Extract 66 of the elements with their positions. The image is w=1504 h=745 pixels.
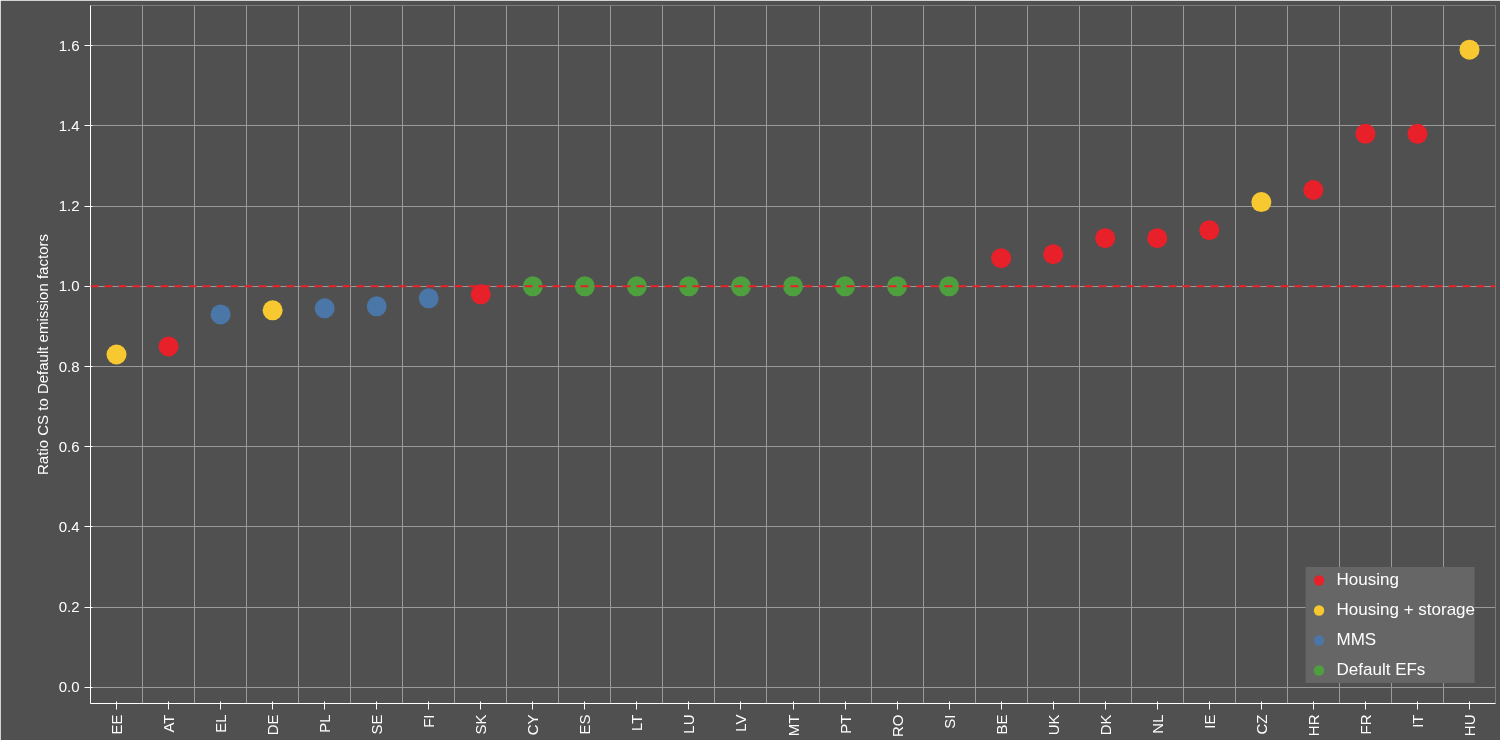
x-tick-label: SI	[940, 714, 958, 729]
point	[1043, 244, 1064, 265]
point	[262, 300, 283, 321]
x-tick-label: LU	[680, 714, 698, 734]
point	[1147, 228, 1168, 249]
x-tick-label: DE	[264, 714, 282, 736]
x-tick-label: CZ	[1252, 714, 1270, 735]
point	[939, 276, 960, 297]
point	[1251, 192, 1272, 213]
x-tick-label: NL	[1148, 714, 1166, 734]
y-tick-label: 0.0	[58, 678, 80, 696]
point	[626, 276, 647, 297]
x-tick-label: HR	[1304, 714, 1322, 737]
x-tick-label: SK	[472, 714, 490, 735]
x-tick-label: IT	[1408, 714, 1426, 728]
legend-label: MMS	[1336, 630, 1377, 650]
y-tick-label: 1.4	[58, 116, 80, 134]
y-tick-label: 0.6	[58, 437, 80, 455]
point	[574, 276, 595, 297]
y-tick-label: 0.2	[58, 598, 80, 616]
point	[314, 298, 335, 319]
point	[1459, 39, 1480, 60]
x-tick-label: AT	[160, 714, 178, 733]
x-tick-label: FR	[1356, 714, 1374, 735]
x-tick-label: LT	[628, 714, 646, 731]
point	[1355, 123, 1376, 144]
y-tick-label: 0.8	[58, 357, 80, 375]
x-tick-label: RO	[888, 714, 906, 737]
point	[106, 344, 127, 365]
y-tick-label: 1.2	[58, 197, 80, 215]
legend-label: Housing	[1336, 570, 1399, 590]
point	[1095, 228, 1116, 249]
point	[887, 276, 908, 297]
point	[210, 304, 231, 325]
x-tick-label: PL	[316, 714, 334, 733]
point	[1303, 180, 1324, 201]
y-axis-title: Ratio CS to Default emission factors	[33, 234, 51, 475]
point	[783, 276, 803, 297]
x-tick-label: HU	[1460, 714, 1478, 737]
y-tick-label: 1.6	[58, 36, 80, 54]
x-tick-label: ES	[576, 714, 594, 735]
y-tick-label: 0.4	[58, 517, 80, 535]
x-tick-label: BE	[992, 714, 1010, 735]
point	[1407, 123, 1428, 144]
legend-label: Default EFs	[1336, 660, 1426, 680]
x-tick-label: SE	[368, 714, 386, 735]
x-tick-label: EE	[108, 714, 126, 735]
x-tick-label: CY	[524, 714, 542, 736]
point	[1199, 220, 1220, 241]
point	[158, 336, 179, 357]
x-tick-label: UK	[1044, 714, 1062, 736]
point	[418, 288, 439, 309]
x-tick-label: FI	[420, 714, 438, 728]
point	[470, 284, 491, 305]
point	[991, 248, 1012, 269]
point	[522, 276, 543, 297]
x-tick-label: EL	[212, 714, 230, 733]
legend-label: Housing + storage	[1336, 600, 1475, 620]
x-tick-label: MT	[784, 714, 802, 737]
point	[366, 296, 387, 317]
x-tick-label: LV	[732, 714, 750, 732]
x-tick-label: IE	[1200, 714, 1218, 729]
point	[730, 276, 751, 297]
y-tick-label: 1.0	[58, 277, 80, 295]
x-tick-label: PT	[836, 714, 854, 734]
x-tick-label: DK	[1096, 714, 1114, 736]
